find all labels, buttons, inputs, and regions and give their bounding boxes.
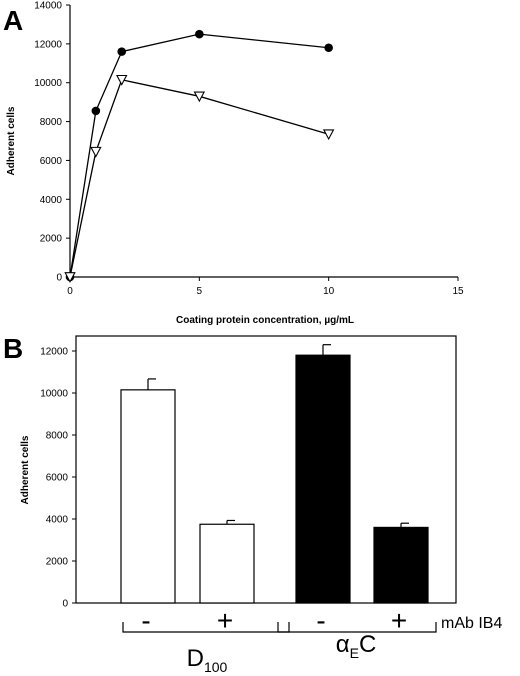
panel-a-point-triangle (64, 272, 76, 283)
panel-a-y-tick-label: 6000 (40, 156, 63, 167)
panel-a-x-tick-label: 0 (67, 286, 73, 297)
group-label-d100-sub: 100 (204, 659, 228, 675)
group-label-d100-main: D (187, 645, 204, 672)
panel-a-point-triangle (116, 74, 128, 86)
bar-0 (120, 389, 176, 604)
panel-b-plot-frame (75, 335, 457, 604)
panel-a-y-tick-label: 4000 (40, 195, 63, 206)
panel-a: A 0 2000 4000 6000 8000 10000 12000 14000 0 5 10 1… (3, 1, 464, 327)
group-label-aec-sub: E (350, 645, 359, 661)
panel-a-point-circle (117, 47, 127, 56)
group-bracket-d100 (122, 622, 290, 633)
panel-a-letter: A (3, 5, 23, 36)
group-label-aec-main: α (336, 631, 350, 658)
panel-b-y-tick-label: 0 (62, 599, 68, 610)
panel-a-y-tick-label: 10000 (34, 78, 62, 89)
panel-b-axes (75, 335, 457, 604)
bar-1 (199, 523, 255, 604)
bar-2 (295, 354, 351, 604)
panel-a-point-circle (91, 106, 101, 116)
panel-a-point-triangle (90, 146, 102, 158)
panel-a-y-tick-label: 8000 (40, 117, 63, 128)
panel-b-letter: B (3, 333, 23, 364)
group-label-aec-suffix: C (359, 631, 376, 658)
panel-b-y-tick-label: 10000 (40, 389, 68, 400)
panel-a-point-circle (195, 29, 204, 39)
panel-b: B 0 2000 4000 6000 8000 10000 12000 - + - + Adher… (3, 333, 502, 675)
category-label-1: + (217, 605, 233, 636)
category-label-0: - (141, 605, 150, 636)
panel-a-y-tick-label: 14000 (34, 1, 62, 12)
panel-a-series-line-1 (69, 79, 329, 278)
panel-a-x-tick-label: 15 (452, 286, 464, 297)
panel-a-x-tick-label: 10 (323, 286, 335, 297)
panel-b-y-tick-label: 8000 (46, 431, 69, 442)
category-label-2: - (316, 605, 325, 636)
group-label-d100: D100 (187, 645, 228, 675)
panel-b-y-tick-label: 6000 (46, 473, 69, 484)
panel-b-bars: - + - + (120, 344, 429, 636)
panel-a-point-circle (324, 43, 333, 53)
panel-a-series (64, 29, 335, 283)
panel-a-y-tick-label: 2000 (40, 234, 63, 245)
panel-b-y-tick-label: 2000 (46, 557, 69, 568)
group-bracket-aec (277, 622, 437, 633)
panel-b-y-tick-label: 4000 (46, 515, 69, 526)
treatment-label: mAb IB4 (441, 615, 502, 632)
panel-b-y-axis-title: Adherent cells (20, 435, 31, 504)
group-label-aec: αEC (336, 631, 377, 661)
panel-a-x-tick-label: 5 (197, 286, 203, 297)
panel-b-y-ticks: 0 2000 4000 6000 8000 10000 12000 (40, 347, 76, 610)
panel-a-x-axis-title: Coating protein concentration, µg/mL (176, 315, 354, 326)
panel-a-series-line-0 (69, 33, 329, 278)
panel-a-y-axis-title: Adherent cells (6, 106, 17, 175)
category-label-3: + (391, 605, 407, 636)
panel-a-axes (69, 5, 458, 278)
panel-a-y-tick-label: 12000 (34, 39, 62, 50)
panel-a-point-triangle (193, 91, 206, 103)
panel-b-y-tick-label: 12000 (40, 347, 68, 358)
bar-3 (373, 526, 429, 604)
panel-a-x-ticks: 0 5 10 15 (67, 277, 464, 297)
panel-a-y-tick-label: 0 (56, 273, 62, 284)
panel-a-point-triangle (322, 129, 335, 141)
panel-a-y-ticks: 0 2000 4000 6000 8000 10000 12000 14000 (34, 1, 70, 284)
